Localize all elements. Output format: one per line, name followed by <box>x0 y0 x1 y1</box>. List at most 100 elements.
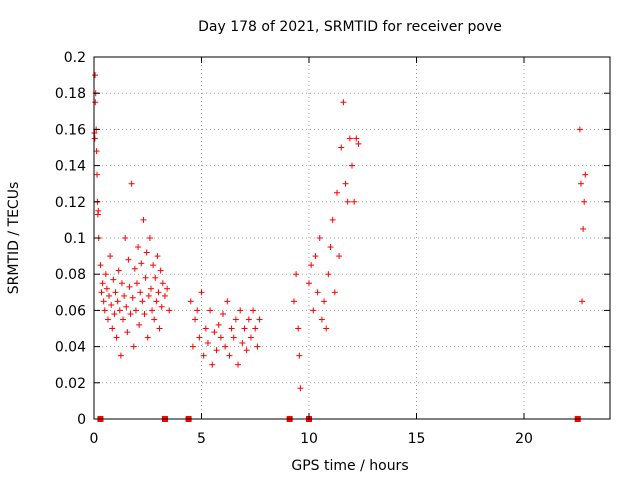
y-tick-labels: 0 0.02 0.04 0.06 0.08 0.1 0.12 0.14 0.16 0.18 0.2 <box>55 50 86 428</box>
data-point <box>107 253 114 260</box>
data-point <box>351 198 358 205</box>
data-point <box>290 298 297 305</box>
data-point <box>314 289 321 296</box>
data-point <box>99 280 106 287</box>
data-point <box>204 339 211 346</box>
data-point <box>344 198 351 205</box>
y-tick-label: 0.18 <box>55 86 86 102</box>
data-point <box>200 352 207 359</box>
plot-frame <box>93 56 611 420</box>
data-point <box>104 316 111 323</box>
data-point <box>353 135 360 142</box>
data-point <box>127 311 134 318</box>
data-point <box>115 267 122 274</box>
data-point <box>137 289 144 296</box>
data-point <box>230 334 237 341</box>
data-point <box>116 307 123 314</box>
y-tick-label: 0.16 <box>55 122 86 138</box>
data-point <box>143 249 150 256</box>
y-tick-label: 0.2 <box>64 50 86 66</box>
y-tick-label: 0.12 <box>55 195 86 211</box>
data-point <box>158 303 165 310</box>
data-point <box>254 343 261 350</box>
chart-title: Day 178 of 2021, SRMTID for receiver pov… <box>198 19 502 35</box>
data-point <box>243 347 250 354</box>
data-point <box>226 352 233 359</box>
data-point <box>349 162 355 169</box>
data-point <box>153 298 160 305</box>
data-point <box>146 235 153 241</box>
data-point <box>136 321 143 328</box>
data-point <box>150 262 157 269</box>
data-point <box>121 292 128 299</box>
x-tick-label: 20 <box>515 431 533 447</box>
y-tick-label: 0.02 <box>55 376 86 392</box>
data-point <box>117 352 124 359</box>
y-tick-label: 0.14 <box>55 159 86 175</box>
data-point <box>138 260 145 267</box>
x-axis-label: GPS time / hours <box>291 458 408 474</box>
data-point <box>217 334 224 341</box>
data-point <box>120 316 127 323</box>
data-point <box>159 280 166 287</box>
data-point <box>213 347 220 354</box>
data-point <box>252 325 259 332</box>
data-point <box>125 256 132 263</box>
data-point <box>139 298 146 305</box>
data-point <box>154 253 161 260</box>
data-point <box>579 298 586 305</box>
y-tick-label: 0.06 <box>55 303 86 319</box>
data-point <box>355 140 362 147</box>
data-point <box>576 126 583 133</box>
data-point <box>296 352 303 359</box>
data-point <box>196 334 203 341</box>
data-point <box>97 262 104 269</box>
data-point <box>131 265 138 272</box>
data-point <box>310 307 317 314</box>
data-point <box>113 334 120 341</box>
data-point <box>123 303 130 310</box>
data-point <box>161 292 168 299</box>
data-point <box>134 280 140 287</box>
data-point <box>329 216 336 223</box>
data-point <box>100 298 107 305</box>
data-point <box>108 301 115 308</box>
data-point <box>126 283 133 290</box>
data-point <box>220 311 226 318</box>
data-point <box>194 307 201 314</box>
x-tick-label: 5 <box>197 431 206 447</box>
data-point <box>577 180 584 187</box>
data-point <box>198 289 205 296</box>
data-point <box>306 280 312 287</box>
data-point <box>189 343 196 350</box>
data-point <box>166 307 173 314</box>
data-point <box>141 311 148 318</box>
data-point <box>295 325 302 332</box>
x-tick-labels: 0 5 10 15 20 <box>90 431 533 447</box>
data-point <box>106 292 113 299</box>
data-point <box>142 274 149 281</box>
data-point <box>128 180 135 187</box>
data-point <box>316 235 323 241</box>
x-tick-label: 10 <box>300 431 318 447</box>
data-point <box>336 253 343 260</box>
data-point <box>152 274 159 281</box>
data-point <box>155 289 162 296</box>
data-point <box>224 298 231 305</box>
data-point <box>222 343 229 350</box>
data-point <box>340 99 347 106</box>
data-point <box>211 329 218 336</box>
data-point <box>93 148 100 155</box>
data-point <box>297 385 304 392</box>
data-point <box>102 271 109 278</box>
data-point <box>327 244 334 251</box>
data-point <box>342 180 349 187</box>
data-point <box>581 198 588 205</box>
data-point <box>312 253 319 260</box>
data-point <box>333 189 340 196</box>
data-point <box>237 307 244 314</box>
data-point <box>151 316 158 323</box>
data-point <box>582 171 589 178</box>
data-point <box>245 316 252 323</box>
data-point <box>209 361 216 368</box>
